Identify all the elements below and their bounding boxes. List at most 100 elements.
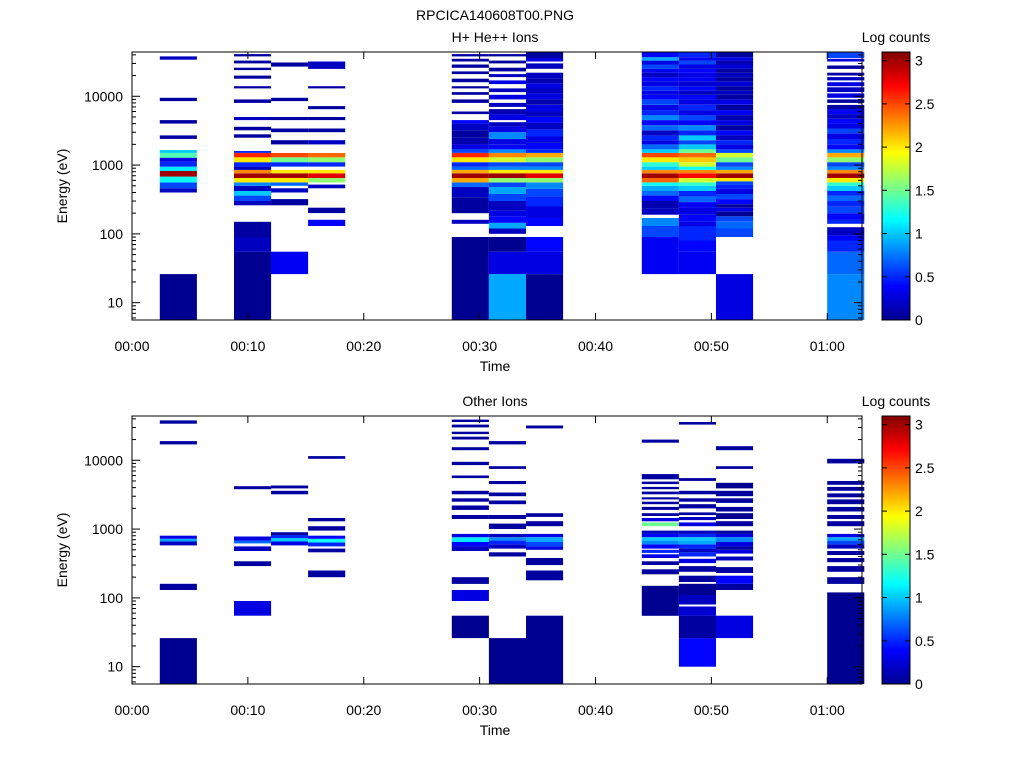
spectrogram-cell xyxy=(451,162,489,167)
x-tick-label: 00:40 xyxy=(578,702,613,718)
spectrogram-cell xyxy=(526,177,564,183)
spectrogram-cell xyxy=(716,490,754,497)
spectrogram-cell xyxy=(308,173,346,178)
spectrogram-cell xyxy=(451,546,489,551)
spectrogram-cell xyxy=(716,541,754,547)
spectrogram-cell xyxy=(678,202,716,208)
spectrogram-cell xyxy=(641,72,679,78)
spectrogram-cell xyxy=(827,123,865,129)
spectrogram-cell xyxy=(641,94,679,100)
spectrogram-cell xyxy=(234,67,272,71)
spectrogram-cell xyxy=(641,439,679,443)
spectrogram-cell xyxy=(678,64,716,69)
spectrogram-cell xyxy=(678,182,716,186)
spectrogram-cell xyxy=(526,169,564,174)
spectrogram-cell xyxy=(308,128,346,133)
spectrogram-cell xyxy=(488,54,526,57)
spectrogram-cell xyxy=(641,486,679,490)
x-tick-label: 00:30 xyxy=(462,338,497,354)
spectrogram-cell xyxy=(526,173,564,178)
spectrogram-cell xyxy=(678,512,716,516)
spectrogram-cell xyxy=(641,99,679,105)
spectrogram-cell xyxy=(526,182,564,189)
spectrogram-cell xyxy=(526,513,564,517)
spectrogram-cell xyxy=(308,526,346,531)
spectrogram-cell xyxy=(678,207,716,215)
spectrogram-cell xyxy=(827,191,865,196)
spectrogram-cell xyxy=(716,72,754,78)
time-column xyxy=(451,419,489,639)
spectrogram-cell xyxy=(716,498,754,503)
spectrogram-cell xyxy=(234,546,272,551)
spectrogram-cell xyxy=(308,86,346,89)
spectrogram-cell xyxy=(641,125,679,131)
spectrogram-cell xyxy=(526,63,564,69)
spectrogram-cell xyxy=(716,194,754,200)
spectrogram-cell xyxy=(827,486,865,491)
spectrogram-cell xyxy=(308,535,346,539)
spectrogram-cell xyxy=(716,546,754,550)
spectrogram-cell xyxy=(526,166,564,170)
spectrogram-cell xyxy=(678,221,716,227)
spectrogram-cell xyxy=(308,140,346,145)
spectrogram-cell xyxy=(159,171,197,177)
spectrogram-cell xyxy=(488,552,526,557)
y-tick-label: 10 xyxy=(107,295,123,311)
spectrogram-cell xyxy=(451,431,489,435)
spectrogram-cell xyxy=(678,169,716,174)
x-tick-label: 00:30 xyxy=(462,702,497,718)
spectrogram-cell xyxy=(716,173,754,178)
spectrogram-cell xyxy=(641,130,679,136)
spectrogram-cell xyxy=(716,130,754,136)
spectrogram-cell xyxy=(716,157,754,163)
colorbar-tick-label: 2.5 xyxy=(915,460,935,476)
spectrogram-cell xyxy=(716,90,754,95)
y-axis-label: Energy (eV) xyxy=(54,513,70,588)
spectrogram-cell xyxy=(488,114,526,121)
spectrogram-cell xyxy=(641,52,679,58)
spectrogram-cell xyxy=(488,194,526,202)
spectrogram-cell xyxy=(159,161,197,167)
spectrogram-cell xyxy=(451,187,489,198)
spectrogram-cell xyxy=(488,173,526,178)
spectrogram-cell xyxy=(716,81,754,87)
x-tick-label: 00:00 xyxy=(114,702,149,718)
spectrogram-cell xyxy=(526,83,564,89)
spectrogram-cell xyxy=(678,177,716,183)
spectrogram-cell xyxy=(678,185,716,191)
spectrogram-cell xyxy=(234,195,272,201)
spectrogram-cell xyxy=(451,71,489,75)
spectrogram-cell xyxy=(451,86,489,89)
spectrogram-cell xyxy=(641,554,679,558)
spectrogram-cell xyxy=(526,129,564,137)
spectrogram-cell xyxy=(827,201,865,207)
spectrogram-cell xyxy=(451,541,489,547)
spectrogram-cell xyxy=(641,135,679,141)
time-column xyxy=(308,61,346,226)
spectrogram-cell xyxy=(271,169,309,174)
spectrogram-cell xyxy=(678,72,716,78)
spectrogram-cell xyxy=(827,128,865,134)
spectrogram-cell xyxy=(159,97,197,102)
x-axis-label: Time xyxy=(480,722,511,738)
spectrogram-cell xyxy=(526,52,564,58)
spectrogram-cell xyxy=(308,207,346,214)
spectrogram-cell xyxy=(678,162,716,167)
spectrogram-cell xyxy=(716,60,754,65)
spectrogram-cell xyxy=(827,195,865,201)
spectrogram-cell xyxy=(308,538,346,543)
spectrogram-cell xyxy=(678,552,716,557)
spectrogram-cell xyxy=(641,140,679,145)
spectrogram-cell xyxy=(716,115,754,121)
spectrogram-cell xyxy=(271,97,309,102)
spectrogram-cell xyxy=(526,533,564,538)
spectrogram-cell xyxy=(488,144,526,150)
spectrogram-cell xyxy=(678,166,716,170)
spectrogram-cell xyxy=(716,64,754,69)
spectrogram-cell xyxy=(451,424,489,428)
spectrogram-cell xyxy=(716,177,754,182)
colorbar-tick-label: 0.5 xyxy=(915,633,935,649)
spectrogram-cell xyxy=(488,500,526,505)
x-axis-label: Time xyxy=(480,358,511,374)
spectrogram-cell xyxy=(827,213,865,220)
